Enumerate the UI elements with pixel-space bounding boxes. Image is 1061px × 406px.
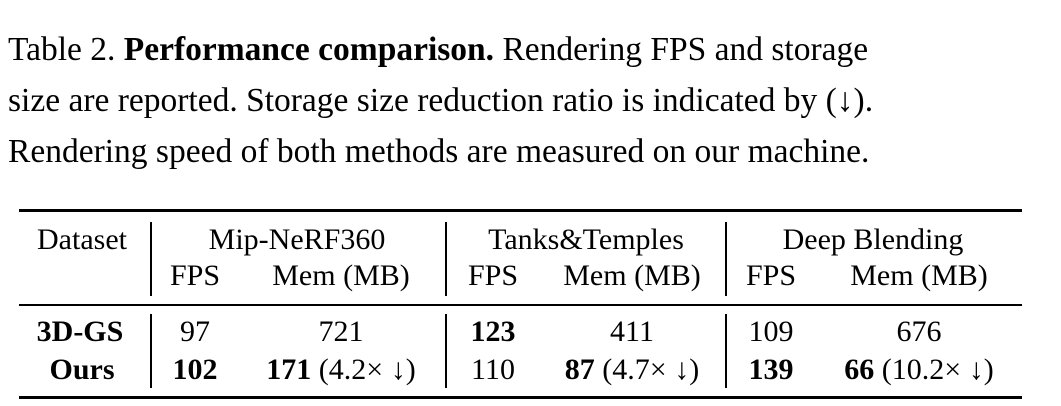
cell-mem-ratio: (4.2× ↓) [311, 353, 416, 386]
caption-title: Performance comparison. [123, 31, 495, 68]
cell-mem-value: 66 [844, 353, 875, 386]
cell-mem: 676 [897, 314, 942, 350]
cell-fps: 109 [748, 315, 794, 348]
cell-fps: 102 [172, 353, 218, 386]
subheader-mem: Mem (MB) [272, 259, 410, 292]
cell-fps: 139 [748, 353, 794, 386]
caption-line-1-rest: Rendering FPS and storage [502, 31, 869, 68]
cell-mem: 411 [610, 314, 654, 350]
subheader-fps: FPS [745, 259, 797, 292]
cell-mem-value: 171 [266, 353, 312, 386]
caption-line-1: Table 2. Performance comparison. Renderi… [8, 24, 1048, 75]
table-caption: Table 2. Performance comparison. Renderi… [8, 24, 1048, 177]
subheader-mem: Mem (MB) [850, 259, 988, 292]
cell-mem: 171 (4.2× ↓) [266, 352, 415, 388]
header-dataset-tanks-temples: Tanks&Temples [488, 223, 684, 256]
cell-fps: 97 [180, 315, 210, 348]
caption-label: Table 2. [8, 31, 116, 68]
cell-mem-value: 676 [896, 315, 942, 348]
cell-mem-value: 87 [564, 353, 595, 386]
cell-mem: 87 (4.7× ↓) [565, 352, 699, 388]
cell-mem-ratio: (10.2× ↓) [874, 353, 994, 386]
row-method-ours: Ours [49, 353, 115, 386]
cell-mem: 66 (10.2× ↓) [844, 352, 993, 388]
column-divider [725, 222, 727, 296]
cell-mem: 721 [319, 314, 364, 350]
cell-fps: 110 [471, 353, 515, 386]
column-divider [150, 314, 152, 388]
header-dataset: Dataset [37, 223, 127, 256]
caption-line-2: size are reported. Storage size reductio… [8, 82, 874, 119]
header-dataset-mipnerf360: Mip-NeRF360 [208, 223, 386, 256]
subheader-fps: FPS [169, 259, 221, 292]
cell-fps: 123 [470, 315, 516, 348]
cell-mem-value: 411 [610, 315, 654, 348]
column-divider [150, 222, 152, 296]
cell-mem-value: 721 [318, 315, 364, 348]
header-dataset-deep-blending: Deep Blending [782, 223, 964, 256]
table-mid-rule [19, 304, 1022, 306]
column-divider [445, 222, 447, 296]
subheader-fps: FPS [467, 259, 519, 292]
column-divider [445, 314, 447, 388]
column-divider [725, 314, 727, 388]
cell-mem-ratio: (4.7× ↓) [594, 353, 700, 386]
table-bottom-rule [19, 396, 1022, 399]
table-top-rule [19, 209, 1022, 212]
row-method-3dgs: 3D-GS [36, 315, 124, 348]
subheader-mem: Mem (MB) [563, 259, 701, 292]
caption-line-3: Rendering speed of both methods are meas… [8, 133, 870, 170]
